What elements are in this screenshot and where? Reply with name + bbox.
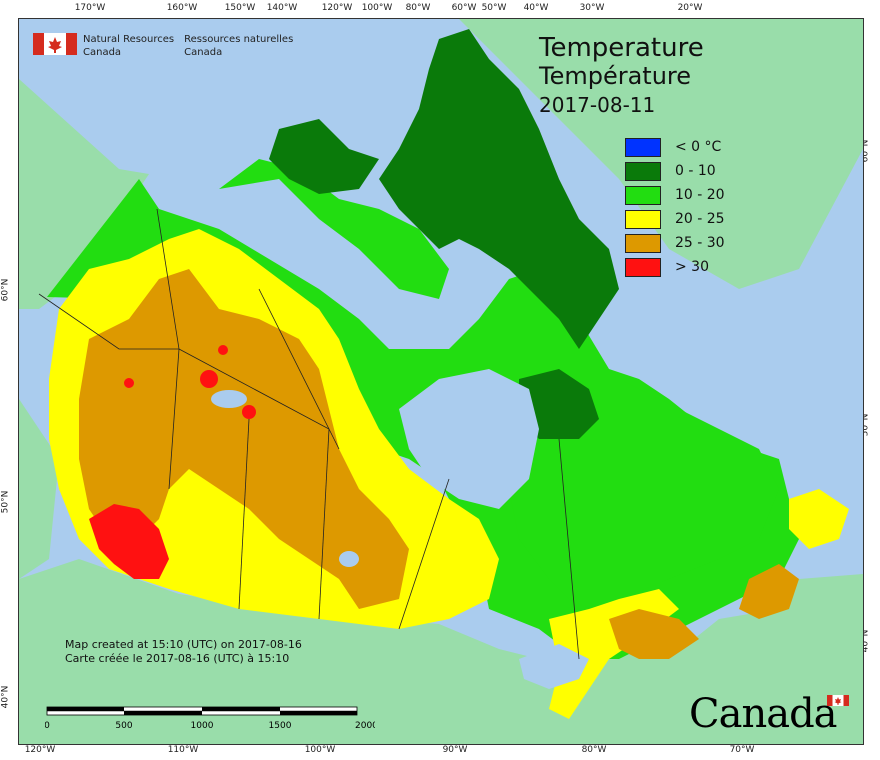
map-canvas [19, 19, 863, 744]
graticule-label: 80°W [581, 745, 607, 755]
legend-swatch [625, 257, 661, 277]
legend-item: < 0 °C [625, 135, 725, 159]
graticule-label: 140°W [266, 3, 298, 13]
title-fr: Température [539, 62, 692, 90]
lake [211, 390, 247, 408]
lake [339, 551, 359, 567]
legend-item: 20 - 25 [625, 207, 725, 231]
graticule-label: 50°W [481, 3, 507, 13]
scale-label: 1000 [191, 721, 214, 731]
region-20-25-newfoundland [789, 489, 849, 549]
region-25-30-maritimes [739, 564, 799, 619]
region-over-30-spot [200, 370, 218, 388]
legend-label: > 30 [675, 259, 709, 275]
canada-flag-icon [33, 33, 77, 55]
graticule-label: 40°N [0, 685, 11, 709]
border-line [238, 418, 250, 610]
legend-label: 10 - 20 [675, 187, 725, 203]
legend-item: 0 - 10 [625, 159, 725, 183]
region-25-30-ontario-east [609, 609, 699, 659]
credit-fr: Carte créée le 2017-08-16 (UTC) à 15:10 [65, 652, 290, 665]
border-line [558, 438, 580, 660]
graticule-label: 70°W [729, 745, 755, 755]
border-line [398, 478, 450, 630]
graticule-label: 120°W [321, 3, 353, 13]
map-title: Temperature Température 2017-08-11 [539, 33, 704, 118]
graticule-label: 40°W [523, 3, 549, 13]
region-0-10-nunavut [379, 29, 619, 349]
legend-swatch [625, 209, 661, 229]
alaska-land [19, 79, 149, 309]
agency-name-en: Natural Resources Canada [83, 33, 174, 59]
legend-swatch [625, 185, 661, 205]
graticule-label: 80°W [405, 3, 431, 13]
scale-label: 500 [115, 721, 132, 731]
scale-label: 2000 km [355, 721, 375, 731]
agency-name-en-line: Natural Resources [83, 34, 175, 45]
legend-label: < 0 °C [675, 139, 722, 155]
province-borders [38, 208, 580, 660]
scale-bar-segment [202, 707, 280, 711]
graticule-label: 100°W [361, 3, 393, 13]
region-over-30-bc [89, 504, 169, 579]
title-en: Temperature [539, 33, 704, 63]
legend: < 0 °C 0 - 10 10 - 20 20 - 25 25 - 30 > … [625, 135, 725, 279]
credit-en: Map created at 15:10 (UTC) on 2017-08-16 [65, 638, 302, 651]
scale-bar-segment [280, 711, 357, 715]
graticule-label: 60°N [0, 278, 11, 302]
temperature-map: Natural Resources Canada Ressources natu… [18, 18, 864, 745]
legend-item: 25 - 30 [625, 231, 725, 255]
region-0-10-baffin-south [519, 369, 599, 439]
agency-logo: Natural Resources Canada Ressources natu… [33, 33, 293, 59]
graticule-label: 60°W [451, 3, 477, 13]
graticule-label: 50°N [0, 490, 11, 514]
region-25-30-prairies [79, 269, 409, 609]
graticule-label: 100°W [304, 745, 336, 755]
scale-label: 1500 [269, 721, 292, 731]
legend-swatch [625, 137, 661, 157]
scale-label: 0 [45, 721, 50, 731]
scale-bar: 0 500 1000 1500 2000 km [45, 706, 375, 731]
greenland-land [459, 19, 863, 289]
usa-land-west [19, 399, 59, 579]
region-over-30-spot [242, 405, 256, 419]
graticule-label: 20°W [677, 3, 703, 13]
region-over-30-spot [124, 378, 134, 388]
title-date: 2017-08-11 [539, 93, 656, 117]
scale-bar-segment [47, 707, 124, 711]
legend-label: 25 - 30 [675, 235, 725, 251]
border-line [258, 288, 330, 430]
graticule-label: 110°W [167, 745, 199, 755]
graticule-label: 150°W [224, 3, 256, 13]
legend-label: 20 - 25 [675, 211, 725, 227]
scale-bar-segment [124, 711, 202, 715]
map-credit: Map created at 15:10 (UTC) on 2017-08-16… [65, 638, 302, 666]
agency-name-fr-line: Canada [184, 47, 223, 58]
legend-swatch [625, 233, 661, 253]
agency-name-fr-line: Ressources naturelles [184, 34, 294, 45]
region-over-30-spot [218, 345, 228, 355]
agency-name-fr: Ressources naturelles Canada [184, 33, 293, 59]
legend-swatch [625, 161, 661, 181]
graticule-label: 160°W [166, 3, 198, 13]
graticule-label: 120°W [24, 745, 56, 755]
region-10-20-arctic [219, 159, 449, 299]
legend-label: 0 - 10 [675, 163, 716, 179]
border-line [38, 293, 179, 350]
agency-name-en-line: Canada [83, 47, 122, 58]
region-0-10-islands [269, 119, 379, 194]
hudson-bay [399, 369, 539, 509]
great-lakes [519, 644, 589, 689]
border-line [318, 428, 330, 620]
legend-item: 10 - 20 [625, 183, 725, 207]
wordmark-flag-icon [827, 695, 849, 706]
graticule-label: 30°W [579, 3, 605, 13]
canada-wordmark: Canada [689, 691, 838, 737]
legend-item: > 30 [625, 255, 725, 279]
graticule-label: 90°W [442, 745, 468, 755]
graticule-label: 170°W [74, 3, 106, 13]
